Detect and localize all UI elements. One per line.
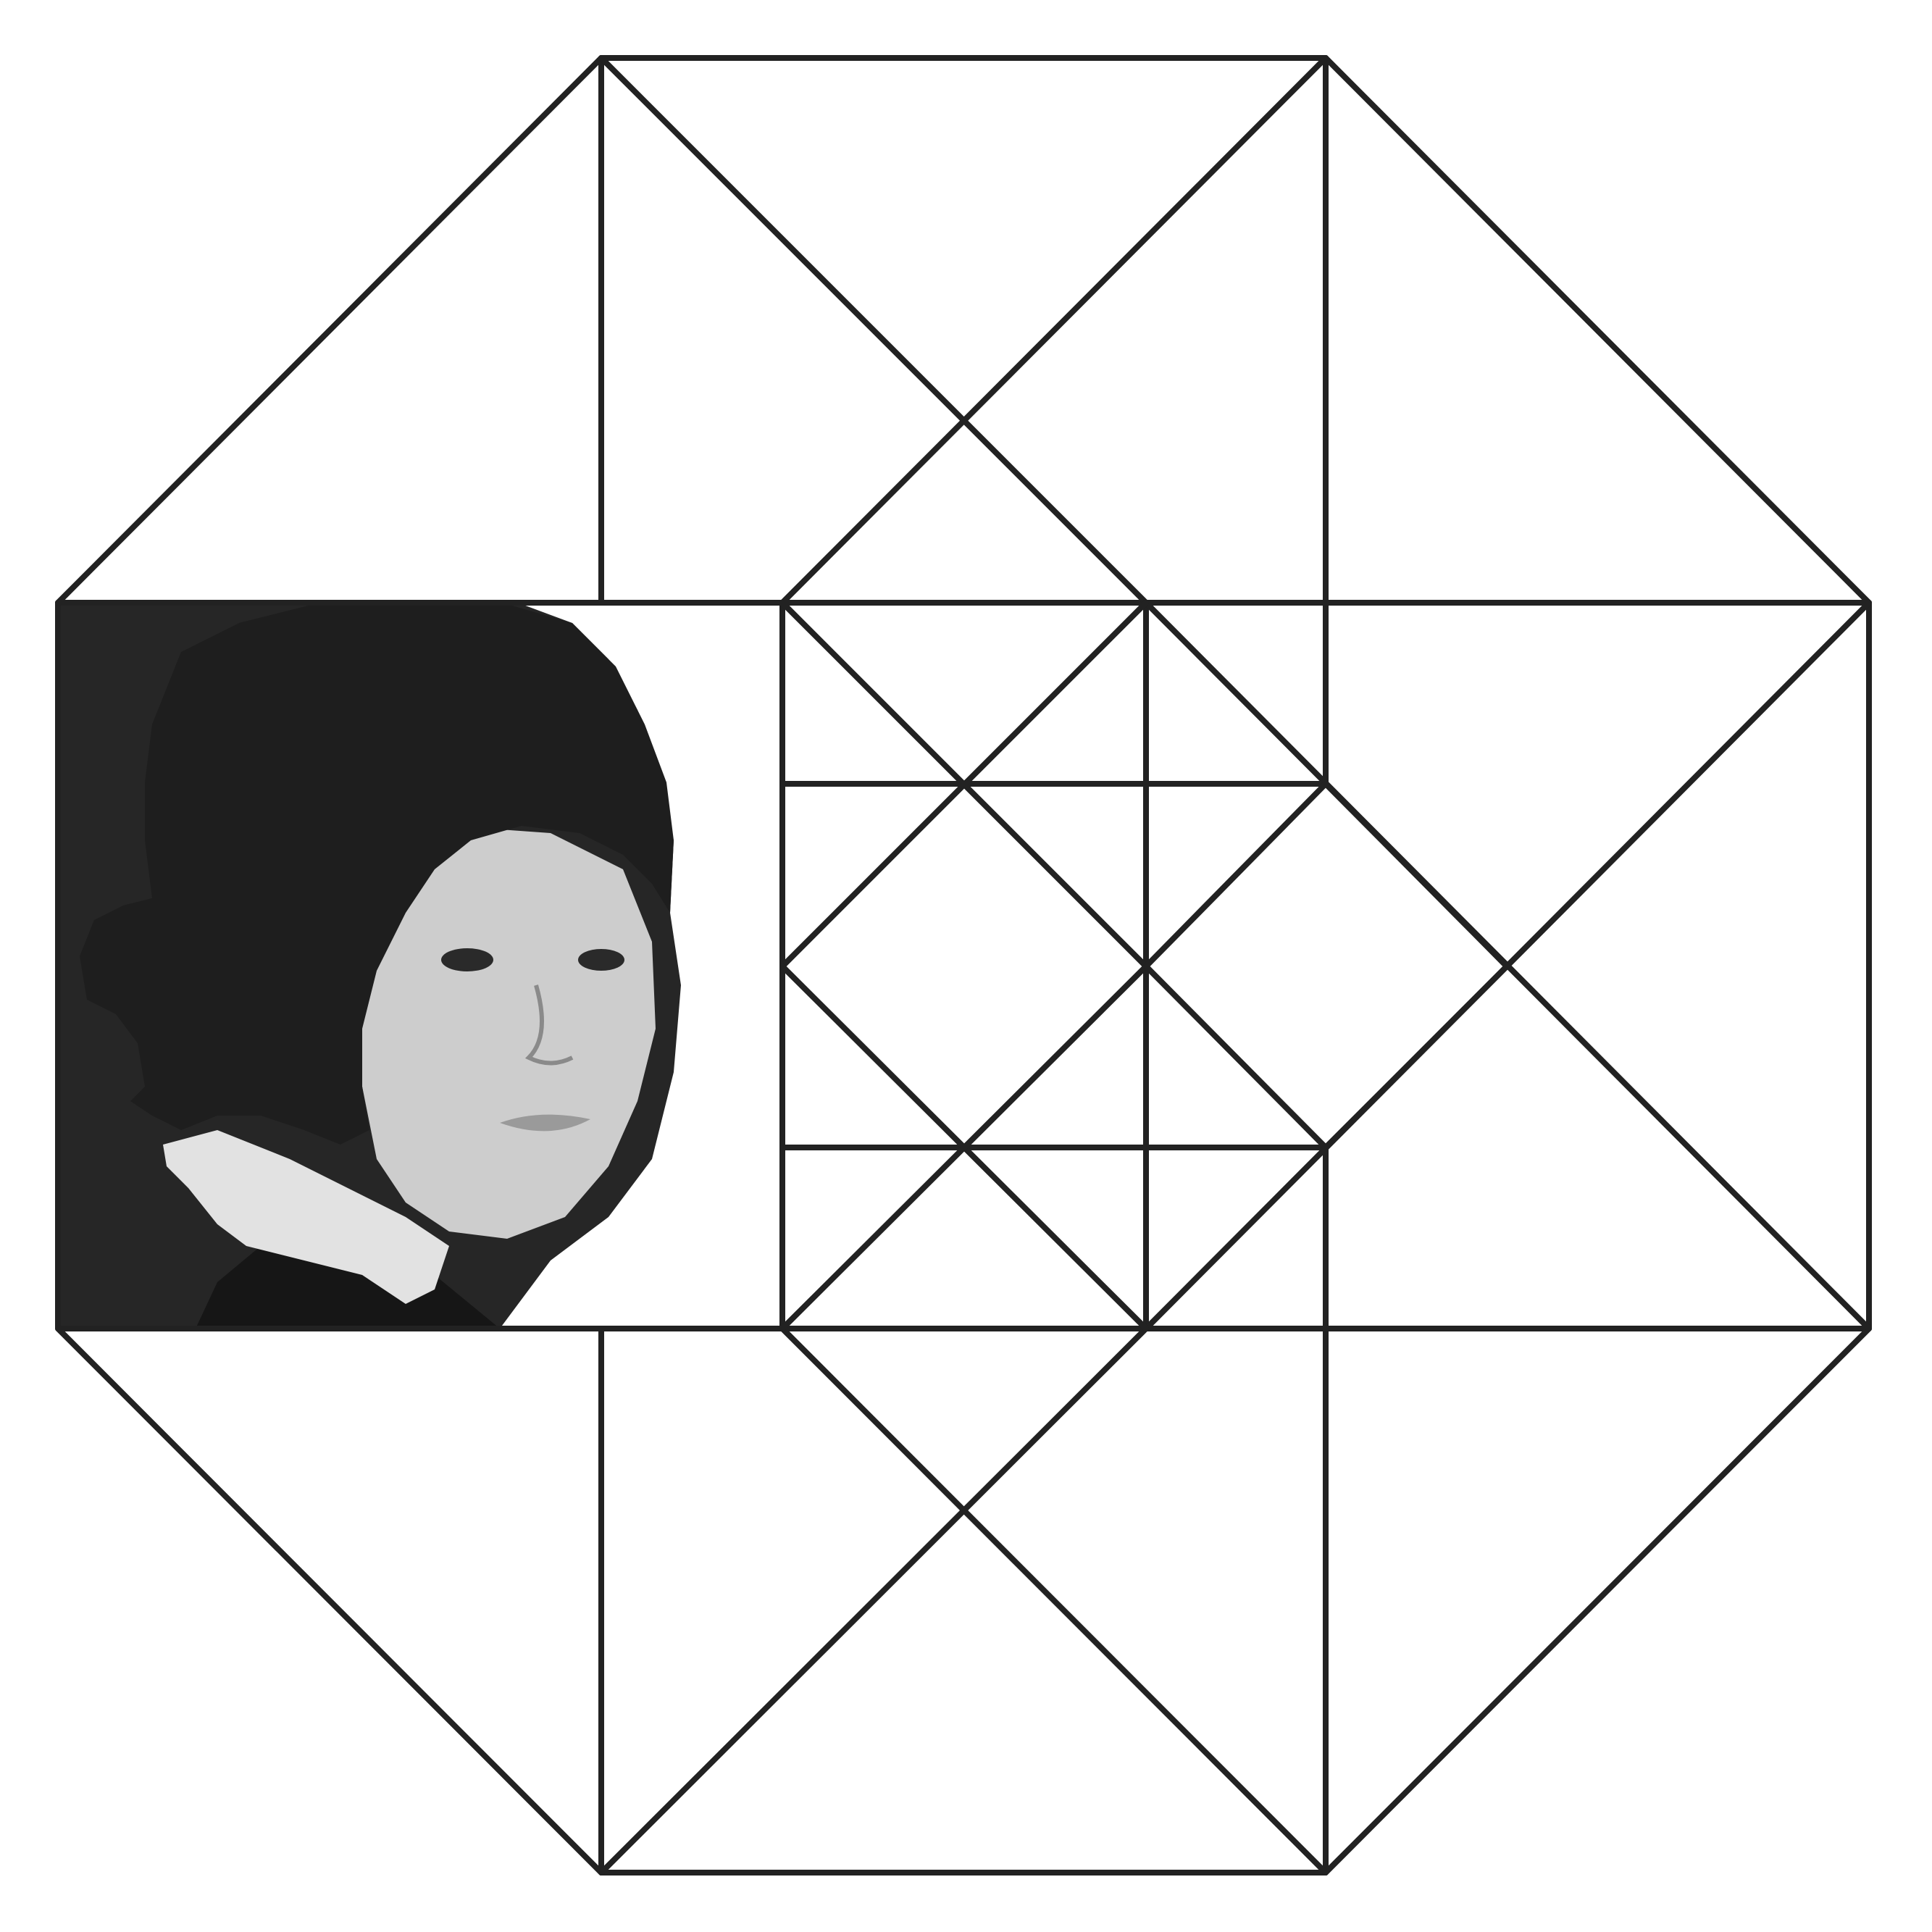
diagonal-top-a bbox=[598, 55, 1149, 606]
portrait-jacket bbox=[196, 1246, 500, 1329]
portrait-white-area bbox=[500, 603, 782, 1329]
diagonal-bottom-a bbox=[598, 1326, 1149, 1875]
line-drawing bbox=[55, 55, 1872, 1875]
portrait-photo bbox=[58, 603, 782, 1329]
portrait-hair bbox=[80, 603, 674, 1145]
diagonal-top-b bbox=[779, 55, 1329, 606]
diagonal-inner-2 bbox=[779, 600, 1149, 969]
portrait-mouth bbox=[500, 1114, 590, 1132]
diagonal-inner-4 bbox=[779, 963, 1149, 1331]
diagonal-bottom-b bbox=[779, 1326, 1329, 1875]
portrait-face bbox=[359, 826, 656, 1239]
portrait-nose bbox=[524, 984, 574, 1066]
inner-diamond-right bbox=[1143, 781, 1510, 1150]
portrait-collar bbox=[163, 1130, 449, 1304]
portrait-right-eye bbox=[578, 949, 624, 971]
portrait-left-eye bbox=[441, 948, 493, 971]
